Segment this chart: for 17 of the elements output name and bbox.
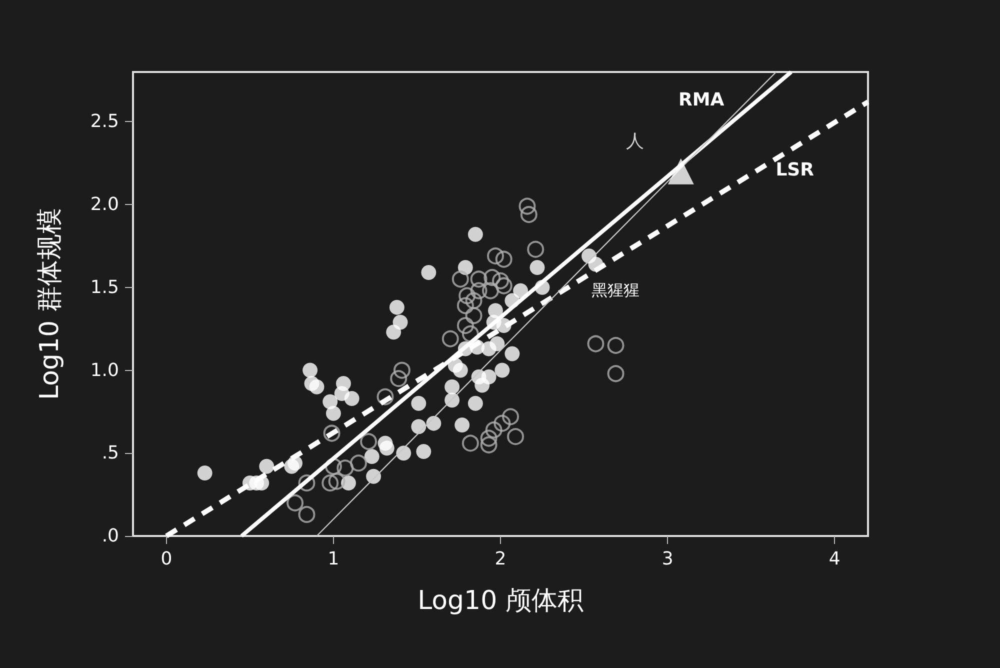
series-label: RMA [678, 90, 724, 110]
x-tick-label: 2 [494, 548, 506, 570]
y-tick-label: 1.0 [90, 360, 119, 381]
text: 人 [626, 130, 644, 152]
y-tick-label: 1.5 [90, 276, 119, 298]
x-tick-label: 4 [828, 548, 840, 570]
x-tick-label: 1 [328, 548, 340, 570]
x-tick-label: 3 [662, 548, 674, 570]
y-tick-label: 2.0 [90, 194, 119, 216]
series-label: LSR [776, 159, 814, 180]
x-tick-label: 0 [160, 548, 172, 570]
annotation: 黑猩猩 [592, 280, 640, 300]
y-tick-label: .5 [102, 442, 119, 464]
x-axis-title: Log10 颅体积 [418, 586, 584, 616]
y-axis-title: Log10 群体规模 [35, 208, 65, 400]
y-tick-label: .0 [102, 526, 119, 546]
y-tick-label: 2.5 [90, 111, 119, 132]
